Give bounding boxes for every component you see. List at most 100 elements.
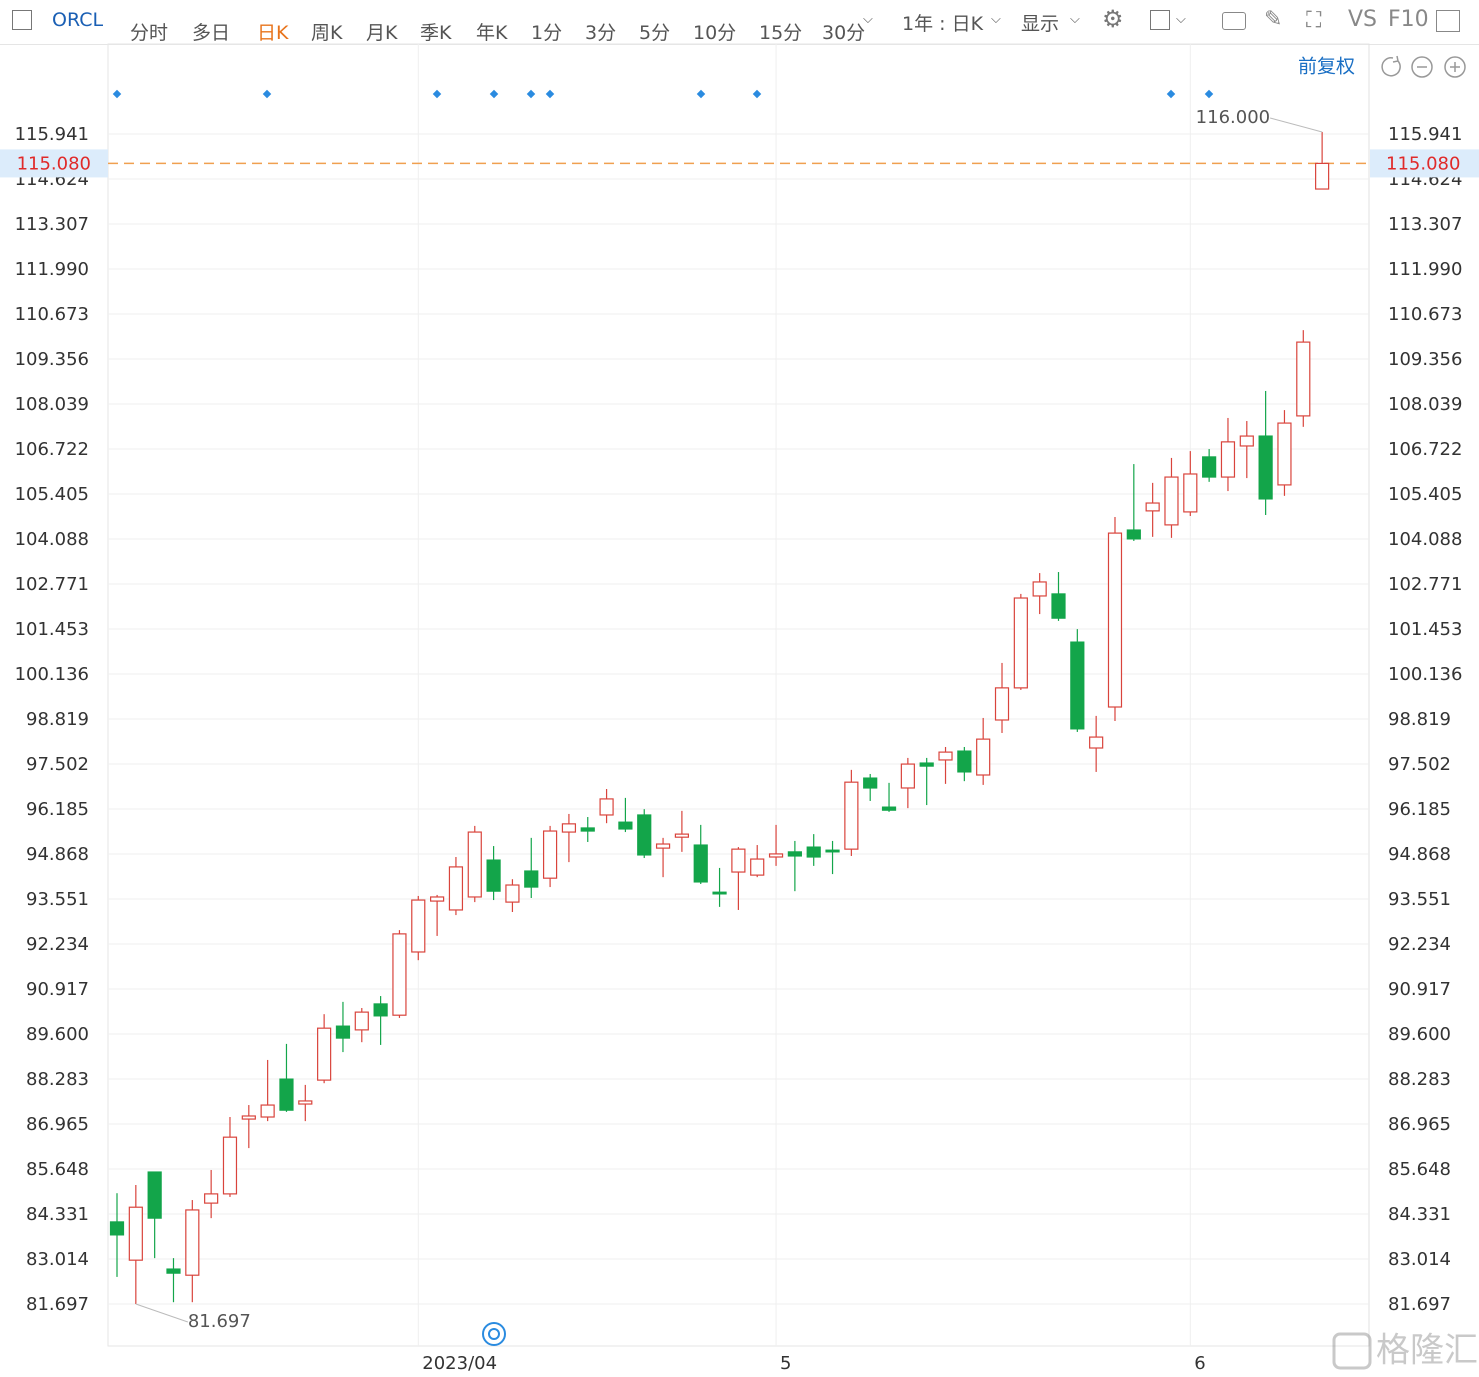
candle-body (599, 798, 614, 816)
period-tab[interactable]: 分时 (130, 22, 169, 44)
candle-body (505, 884, 520, 903)
candle-body (524, 870, 539, 888)
candle-body (580, 827, 595, 832)
x-tick-label: 6 (1194, 1353, 1205, 1374)
candle-body (1051, 593, 1066, 619)
period-tab[interactable]: 5分 (639, 22, 671, 44)
candle-body (750, 858, 765, 876)
period-tab[interactable]: 30分 (822, 22, 866, 44)
y-tick-label-right: 109.356 (1388, 349, 1462, 370)
candle-body (1107, 532, 1123, 708)
display-select[interactable]: 显示 (1021, 13, 1060, 35)
price-label: 115.080 (17, 153, 91, 174)
candle-body (1013, 597, 1028, 689)
period-tab[interactable]: 月K (366, 22, 398, 44)
watermark: 格隆汇 (1332, 1331, 1478, 1371)
event-marker[interactable] (112, 89, 122, 99)
pencil-icon[interactable]: ✎ (1264, 7, 1283, 32)
period-tab[interactable]: 周K (311, 22, 343, 44)
y-tick-label: 90.917 (26, 979, 89, 1000)
candle-body (900, 763, 915, 789)
candle-body (166, 1268, 181, 1274)
candle-body (1239, 435, 1254, 447)
chevron: ⌵ (1070, 12, 1080, 27)
event-marker[interactable] (1166, 89, 1176, 99)
y-tick-label-right: 92.234 (1388, 934, 1451, 955)
event-marker[interactable] (1204, 89, 1214, 99)
camera-icon[interactable] (1222, 12, 1246, 30)
reset-icon[interactable] (1381, 55, 1401, 77)
candle-body (279, 1078, 294, 1111)
x-tick-label: 5 (780, 1353, 791, 1374)
period-tab[interactable]: 年K (476, 22, 508, 44)
shape-icon[interactable] (1150, 10, 1170, 30)
candle-body (147, 1171, 162, 1219)
panel-icon[interactable] (1436, 10, 1460, 32)
y-tick-label: 101.453 (15, 619, 89, 640)
chevron: ⌵ (1176, 12, 1186, 27)
period-tab[interactable]: 1分 (531, 22, 563, 44)
y-tick-label-right: 90.917 (1388, 979, 1451, 1000)
period-tab[interactable]: 15分 (759, 22, 803, 44)
event-marker[interactable] (489, 89, 499, 99)
f10-button[interactable]: F10 (1388, 7, 1429, 32)
y-tick-label-right: 83.014 (1388, 1249, 1451, 1270)
event-marker[interactable] (752, 89, 762, 99)
y-tick-label-right: 96.185 (1388, 799, 1451, 820)
fullscreen-icon[interactable]: ⛶ (1306, 8, 1322, 33)
candle-body (298, 1100, 313, 1105)
y-tick-label-right: 105.405 (1388, 484, 1462, 505)
zoom-out-icon[interactable] (1411, 56, 1433, 78)
y-tick-label: 89.600 (26, 1024, 89, 1045)
event-marker[interactable] (432, 89, 442, 99)
candle-body (373, 1003, 388, 1017)
y-tick-label-right: 108.039 (1388, 394, 1462, 415)
candle-body (335, 1025, 351, 1039)
settings-icon[interactable]: ⚙ (1102, 5, 1124, 33)
candle-body (411, 899, 426, 953)
event-marker[interactable] (262, 89, 272, 99)
y-tick-label: 110.673 (15, 304, 89, 325)
period-tab[interactable]: 10分 (693, 22, 737, 44)
candle-body (919, 762, 934, 767)
y-tick-label: 105.405 (15, 484, 89, 505)
candle-body (561, 823, 577, 833)
y-tick-label: 111.990 (15, 259, 89, 280)
sidebar-icon[interactable] (12, 10, 32, 30)
candle-body (448, 866, 464, 911)
period-tab[interactable]: 日K (257, 22, 289, 44)
y-tick-label: 115.941 (15, 124, 89, 145)
period-tab[interactable]: 3分 (585, 22, 617, 44)
zoom-in-icon[interactable] (1444, 56, 1466, 78)
candle-body (1032, 581, 1047, 597)
period-tab[interactable]: 季K (420, 22, 452, 44)
symbol[interactable]: ORCL (52, 9, 104, 31)
range-select[interactable]: 1年 : 日K (902, 13, 984, 35)
y-tick-label: 113.307 (15, 214, 89, 235)
candle-body (109, 1221, 125, 1236)
chevron: ⌵ (991, 12, 1001, 27)
event-marker[interactable] (696, 89, 706, 99)
candle-body (430, 896, 445, 902)
candle-body (1089, 736, 1104, 749)
event-marker[interactable] (545, 89, 555, 99)
event-marker[interactable] (526, 89, 536, 99)
candle-body (1277, 422, 1292, 486)
period-tab[interactable]: 多日 (192, 22, 231, 44)
candle-body (618, 821, 633, 830)
news-icon[interactable] (482, 1322, 506, 1346)
y-tick-label-right: 93.551 (1388, 889, 1451, 910)
candle-body (881, 806, 897, 811)
candle-body (637, 814, 652, 856)
y-tick-label-right: 106.722 (1388, 439, 1462, 460)
candle-body (185, 1209, 200, 1276)
y-tick-label-right: 100.136 (1388, 664, 1462, 685)
adjust-button[interactable]: 前复权 (1298, 56, 1355, 78)
candle-body (260, 1104, 275, 1118)
y-tick-label-right: 94.868 (1388, 844, 1451, 865)
candle-body (1202, 456, 1217, 478)
vs-button[interactable]: VS (1348, 7, 1378, 32)
y-tick-label: 104.088 (15, 529, 89, 550)
event-markers (112, 89, 1214, 99)
